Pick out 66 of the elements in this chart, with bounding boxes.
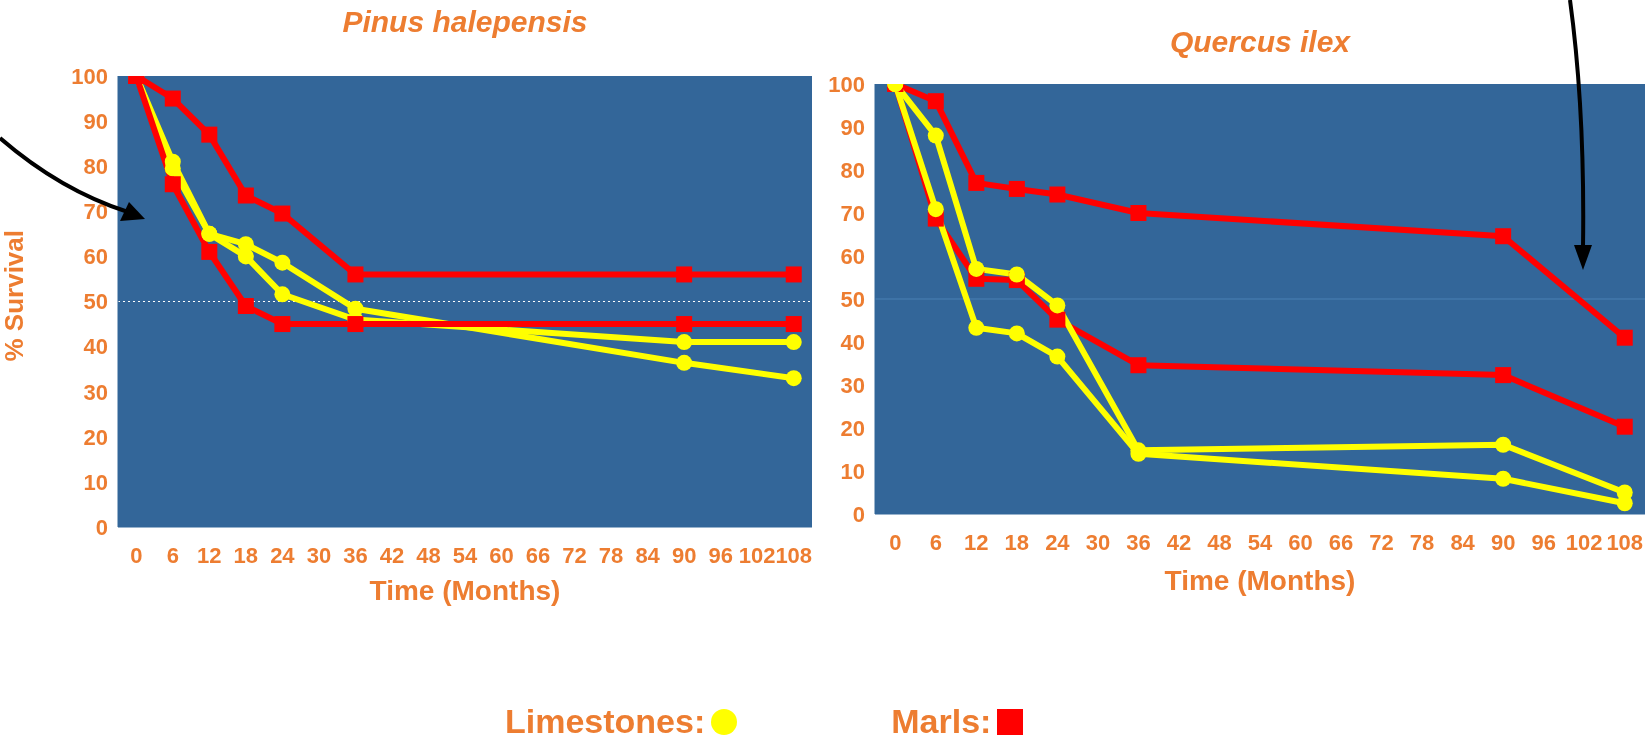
x-tick-label: 108 (1606, 529, 1644, 555)
legend-label: Marls: (891, 702, 992, 740)
x-tick-label: 72 (562, 542, 587, 568)
x-tick-label: 0 (130, 542, 143, 568)
x-tick-label: 30 (1085, 529, 1111, 555)
y-tick-label: 10 (83, 469, 108, 495)
x-tick-label: 30 (306, 542, 332, 568)
x-tick-label: 90 (1490, 529, 1516, 555)
y-tick-label: 80 (840, 157, 865, 183)
x-tick-label: 60 (489, 542, 514, 568)
y-tick-label: 100 (71, 63, 108, 89)
x-tick-label: 12 (964, 529, 989, 555)
y-tick-label: 10 (840, 458, 865, 484)
x-tick-label: 48 (416, 542, 441, 568)
y-tick-label: 60 (840, 243, 865, 269)
x-axis-title: Time (Months) (368, 575, 562, 607)
x-tick-label: 84 (1450, 529, 1476, 555)
x-tick-label: 96 (1531, 529, 1556, 555)
y-axis-title: % Survival (0, 229, 30, 362)
legend-label: Limestones: (505, 702, 706, 740)
x-tick-label: 6 (166, 542, 179, 568)
chart-title: Quercus ilex (1168, 25, 1352, 59)
x-tick-label: 78 (1409, 529, 1435, 555)
x-tick-label: 0 (889, 529, 902, 555)
y-tick-label: 0 (852, 501, 865, 527)
x-tick-label: 24 (1045, 529, 1071, 555)
y-tick-label: 90 (840, 114, 865, 140)
x-tick-label: 102 (738, 542, 776, 568)
x-tick-label: 72 (1369, 529, 1394, 555)
x-tick-label: 108 (775, 542, 813, 568)
y-tick-label: 60 (83, 244, 108, 270)
x-tick-label: 84 (635, 542, 661, 568)
x-tick-label: 18 (1004, 529, 1030, 555)
x-tick-label: 42 (1166, 529, 1192, 555)
x-tick-label: 102 (1565, 529, 1603, 555)
y-tick-label: 90 (83, 108, 108, 134)
x-tick-label: 18 (233, 542, 259, 568)
y-tick-label: 30 (83, 379, 108, 405)
x-tick-label: 36 (343, 542, 368, 568)
y-tick-label: 30 (840, 372, 865, 398)
y-tick-label: 80 (83, 154, 108, 180)
y-tick-label: 20 (840, 415, 865, 441)
x-tick-label: 78 (598, 542, 624, 568)
x-tick-label: 48 (1207, 529, 1232, 555)
y-tick-label: 40 (840, 329, 865, 355)
x-tick-label: 36 (1126, 529, 1151, 555)
x-tick-label: 42 (379, 542, 405, 568)
y-tick-label: 70 (840, 200, 865, 226)
x-tick-label: 66 (525, 542, 551, 568)
x-tick-label: 24 (270, 542, 296, 568)
y-tick-label: 40 (83, 334, 108, 360)
y-tick-label: 50 (840, 286, 865, 312)
y-tick-label: 100 (828, 71, 865, 97)
x-tick-label: 96 (708, 542, 733, 568)
x-tick-label: 90 (671, 542, 697, 568)
x-tick-label: 66 (1328, 529, 1354, 555)
chart-title: Pinus halepensis (341, 5, 589, 39)
y-tick-label: 50 (83, 289, 108, 315)
y-tick-label: 20 (83, 424, 108, 450)
x-axis-title: Time (Months) (1163, 565, 1357, 597)
x-tick-label: 54 (1247, 529, 1273, 555)
x-tick-label: 54 (452, 542, 478, 568)
y-tick-label: 70 (83, 199, 108, 225)
x-tick-label: 60 (1288, 529, 1313, 555)
x-tick-label: 12 (197, 542, 222, 568)
x-tick-label: 6 (929, 529, 942, 555)
